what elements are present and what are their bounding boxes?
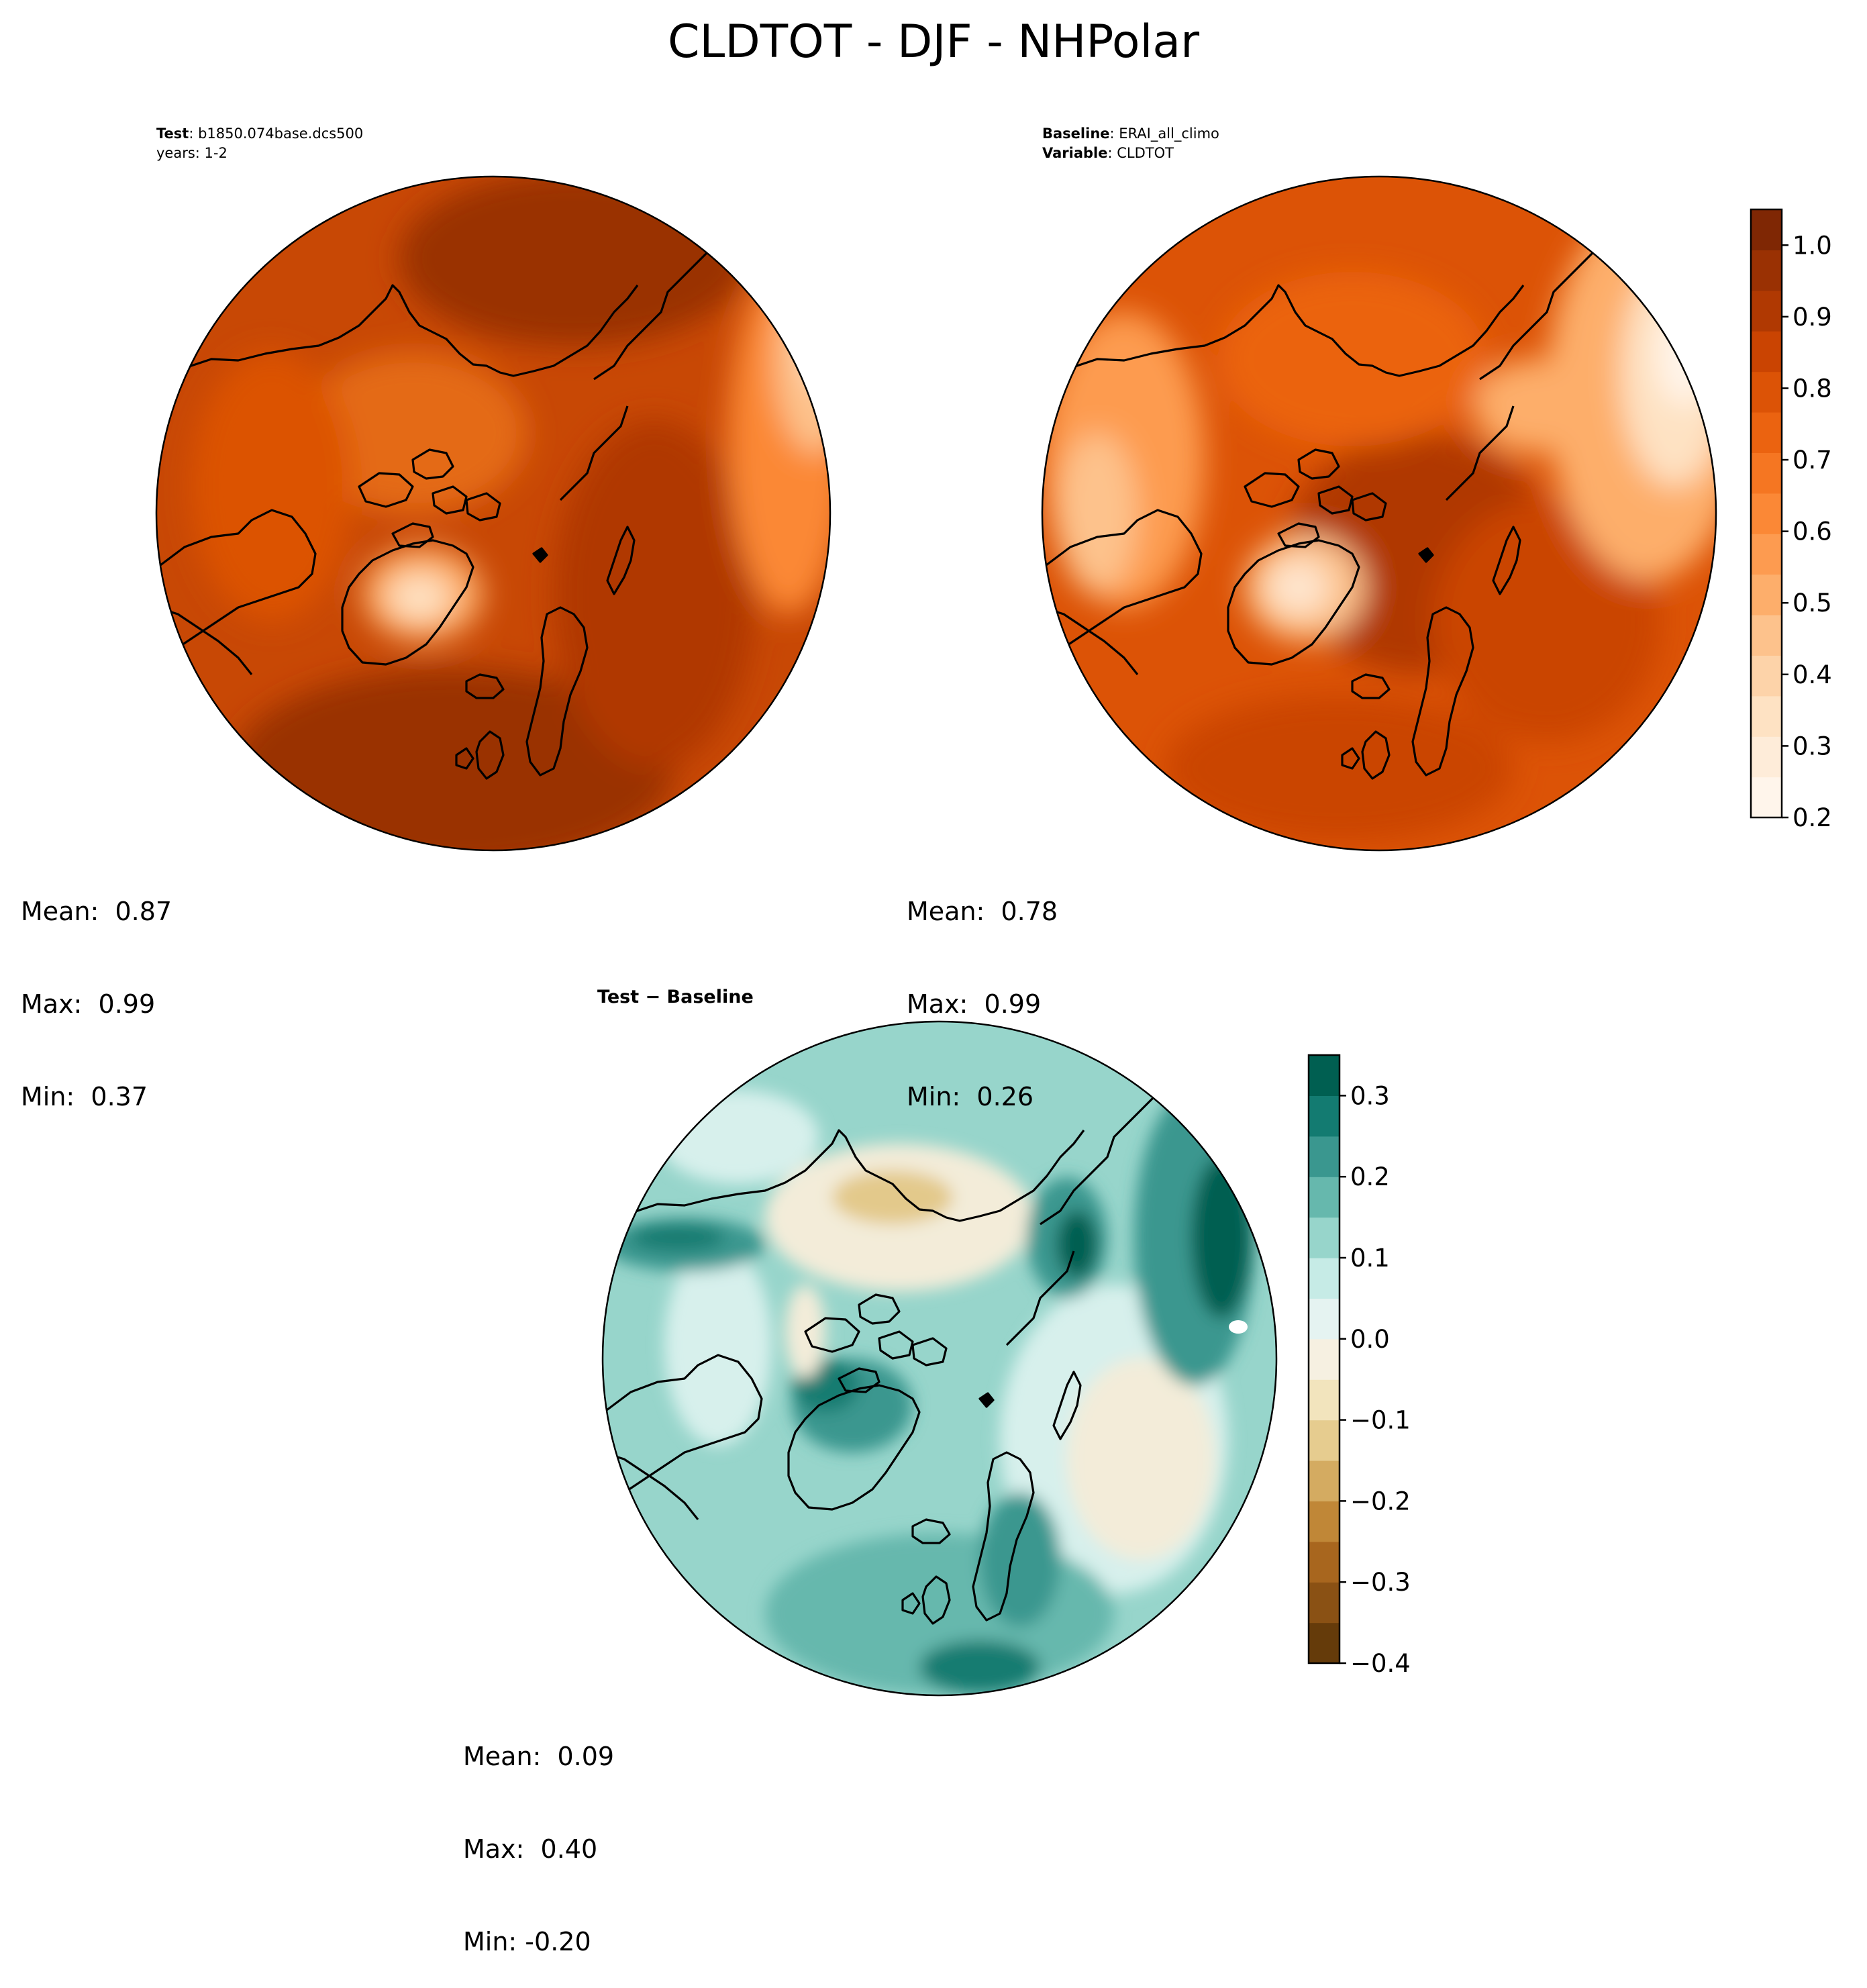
difference-colorbar-swatch (1309, 1298, 1340, 1340)
difference-colorbar-tick-label: 0.2 (1350, 1162, 1390, 1191)
baseline-panel-header: Baseline: ERAI_all_climo Variable: CLDTO… (1042, 124, 1219, 163)
cloud-colorbar-tick-label: 1.0 (1793, 231, 1832, 260)
difference-min: Min: -0.20 (463, 1927, 591, 1956)
variable-label-key: Variable (1042, 145, 1108, 161)
cloud-colorbar-tick-label: 0.6 (1793, 517, 1832, 546)
variable-name: CLDTOT (1117, 145, 1174, 161)
cloud-colorbar-tick-label: 0.8 (1793, 374, 1832, 403)
difference-colorbar-tick-label: 0.1 (1350, 1244, 1390, 1273)
baseline-label: Baseline: ERAI_all_climo (1042, 124, 1219, 144)
difference-colorbar-swatch (1309, 1217, 1340, 1258)
baseline-label-sep: : (1109, 126, 1119, 142)
difference-panel-title: Test − Baseline (597, 987, 754, 1007)
difference-colorbar-swatch (1309, 1055, 1340, 1096)
difference-colorbar-tick-label: 0.3 (1350, 1081, 1390, 1110)
cloud-colorbar: 0.2 0.3 0.4 0.5 0.6 0.7 0.8 0.9 1.0 (1750, 208, 1832, 832)
difference-colorbar-swatch (1309, 1582, 1340, 1624)
cloud-colorbar-frame (1750, 208, 1783, 819)
cloud-colorbar-tick-label: 0.9 (1793, 303, 1832, 332)
difference-colorbar-swatch (1309, 1177, 1340, 1218)
variable-label-sep: : (1107, 145, 1117, 161)
difference-colorbar-tick-label: −0.2 (1350, 1487, 1411, 1515)
difference-colorbar-swatch (1309, 1095, 1340, 1137)
cloud-colorbar-swatch (1751, 412, 1782, 453)
difference-colorbar-swatch (1309, 1501, 1340, 1542)
cloud-colorbar-swatch (1751, 250, 1782, 291)
difference-colorbar-swatch (1309, 1460, 1340, 1501)
cloud-colorbar-swatch (1751, 655, 1782, 697)
cloud-colorbar-swatch (1751, 209, 1782, 250)
baseline-stats: Mean: 0.78 Max: 0.99 Min: 0.26 (907, 834, 1058, 1143)
variable-label: Variable: CLDTOT (1042, 144, 1219, 163)
difference-max: Max: 0.40 (463, 1834, 598, 1864)
test-stats: Mean: 0.87 Max: 0.99 Min: 0.37 (21, 834, 172, 1143)
difference-colorbar: −0.4 −0.3 −0.2 −0.1 0.0 0.1 0.2 0.3 (1307, 1054, 1411, 1678)
baseline-max: Max: 0.99 (907, 989, 1042, 1019)
test-panel-header: Test: b1850.074base.dcs500 years: 1-2 (156, 124, 363, 163)
cloud-colorbar-swatch (1751, 736, 1782, 778)
difference-colorbar-swatch (1309, 1338, 1340, 1380)
difference-colorbar-tick-label: 0.0 (1350, 1325, 1390, 1354)
cloud-colorbar-tick-label: 0.4 (1793, 660, 1832, 689)
test-max: Max: 0.99 (21, 989, 156, 1019)
cloud-colorbar-swatch (1751, 574, 1782, 615)
baseline-map-boundary (1041, 175, 1717, 852)
test-map-boundary (155, 175, 831, 852)
difference-colorbar-tick-label: −0.1 (1350, 1406, 1411, 1435)
difference-map-boundary (601, 1020, 1278, 1697)
cloud-colorbar-tick-label: 0.5 (1793, 589, 1832, 617)
difference-colorbar-tick-label: −0.4 (1350, 1649, 1411, 1678)
test-label: Test: b1850.074base.dcs500 (156, 124, 363, 144)
cloud-colorbar-swatch (1751, 452, 1782, 494)
test-label-key: Test (156, 126, 189, 142)
cloud-colorbar-tick-label: 0.3 (1793, 732, 1832, 760)
cloud-colorbar-tick-label: 0.2 (1793, 803, 1832, 832)
baseline-map (1041, 175, 1717, 852)
difference-colorbar-swatch (1309, 1136, 1340, 1177)
test-case-name: b1850.074base.dcs500 (198, 126, 364, 142)
difference-colorbar-swatch (1309, 1420, 1340, 1461)
difference-colorbar-swatch (1309, 1541, 1340, 1583)
cloud-colorbar-swatch (1751, 534, 1782, 575)
test-years: years: 1-2 (156, 145, 228, 161)
test-min: Min: 0.37 (21, 1082, 148, 1111)
difference-mean: Mean: 0.09 (463, 1742, 615, 1771)
cloud-colorbar-tick-label: 0.7 (1793, 446, 1832, 475)
test-mean: Mean: 0.87 (21, 897, 172, 926)
difference-colorbar-frame (1307, 1054, 1341, 1664)
cloud-colorbar-swatch (1751, 290, 1782, 332)
baseline-min: Min: 0.26 (907, 1082, 1033, 1111)
difference-stats: Mean: 0.09 Max: 0.40 Min: -0.20 (463, 1679, 614, 1988)
difference-map (601, 1020, 1278, 1697)
cloud-colorbar-swatch (1751, 777, 1782, 818)
baseline-label-key: Baseline (1042, 126, 1110, 142)
test-map (155, 175, 831, 852)
cloud-colorbar-swatch (1751, 695, 1782, 737)
difference-colorbar-swatch (1309, 1379, 1340, 1421)
cloud-colorbar-swatch (1751, 493, 1782, 534)
figure-canvas: 0.2 0.3 0.4 0.5 0.6 0.7 0.8 0.9 1.0 −0.4 −0.3 −0.2… (155, 175, 1832, 1697)
cloud-colorbar-swatch (1751, 371, 1782, 413)
cloud-colorbar-swatch (1751, 615, 1782, 656)
baseline-case-name: ERAI_all_climo (1119, 126, 1219, 142)
difference-colorbar-swatch (1309, 1258, 1340, 1299)
cloud-colorbar-swatch (1751, 331, 1782, 372)
test-label-sep: : (189, 126, 199, 142)
difference-colorbar-tick-label: −0.3 (1350, 1568, 1411, 1597)
figure-title: CLDTOT - DJF - NHPolar (667, 15, 1200, 68)
difference-colorbar-swatch (1309, 1622, 1340, 1664)
baseline-mean: Mean: 0.78 (907, 897, 1058, 926)
